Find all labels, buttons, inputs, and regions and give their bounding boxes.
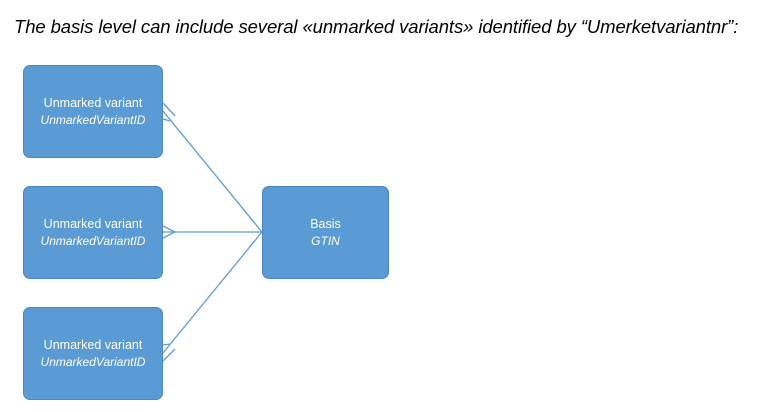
diagram-heading: The basis level can include several «unm… bbox=[14, 16, 739, 37]
basis-title: Basis bbox=[310, 216, 341, 231]
variant-id-label: UnmarkedVariantID bbox=[40, 233, 146, 248]
unmarked-variant-box-3: Unmarked variant UnmarkedVariantID bbox=[23, 307, 163, 400]
variant-id-label: UnmarkedVariantID bbox=[40, 354, 146, 369]
variant-id-label: UnmarkedVariantID bbox=[40, 112, 146, 127]
variant-title: Unmarked variant bbox=[43, 95, 143, 110]
basis-box: Basis GTIN bbox=[262, 186, 389, 279]
basis-id-label: GTIN bbox=[311, 233, 340, 248]
variant-title: Unmarked variant bbox=[43, 216, 143, 231]
variant-title: Unmarked variant bbox=[43, 337, 143, 352]
unmarked-variant-box-2: Unmarked variant UnmarkedVariantID bbox=[23, 186, 163, 279]
unmarked-variant-box-1: Unmarked variant UnmarkedVariantID bbox=[23, 65, 163, 158]
connector-variant-1 bbox=[162, 102, 263, 233]
connector-variant-2 bbox=[162, 225, 262, 239]
connector-variant-3 bbox=[162, 231, 263, 362]
